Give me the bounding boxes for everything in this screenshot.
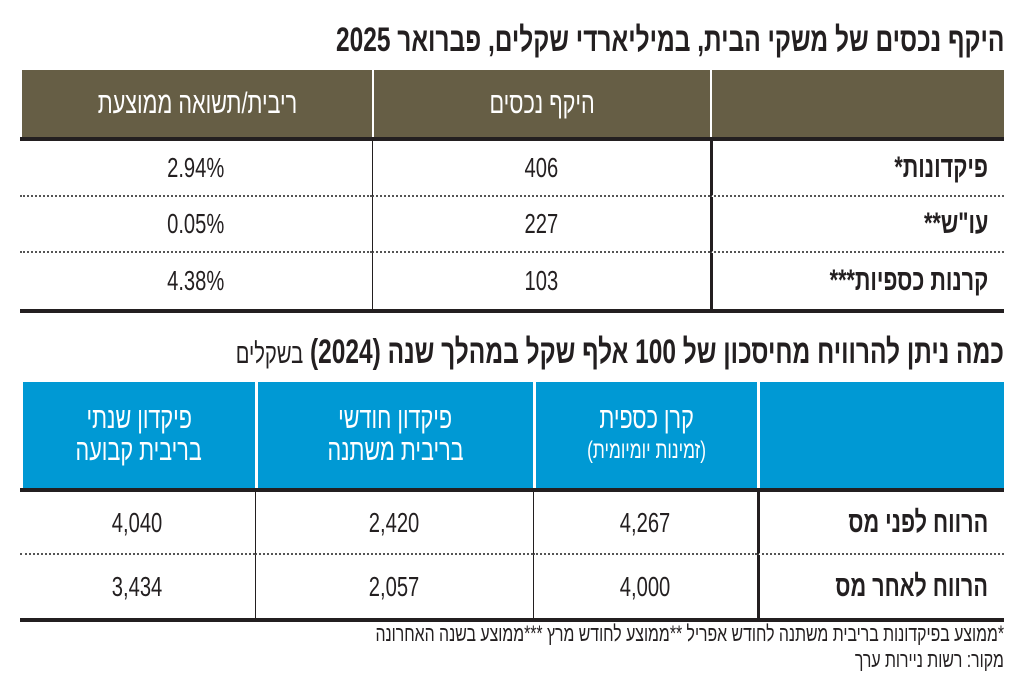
table1-title: היקף נכסים של משקי הבית, במיליארדי שקלים… <box>335 21 1004 59</box>
cell-value: 406 <box>372 141 710 197</box>
header-monthly-deposit: פיקדון חודשי בריבית משתנה <box>255 382 533 488</box>
row-label: הרווח לפני מס <box>757 492 1004 555</box>
table2-title: כמה ניתן להרוויח מחיסכון של 100 אלף שקל … <box>235 333 1004 371</box>
unit-label: בשקלים <box>235 338 304 369</box>
cell-value: 0.05% <box>20 197 372 253</box>
header-assets: היקף נכסים <box>372 70 710 137</box>
row-label: הרווח לאחר מס <box>757 555 1004 618</box>
cell-value: 2,420 <box>255 492 533 555</box>
header-annual-deposit: פיקדון שנתי בריבית קבועה <box>20 382 255 488</box>
cell-value: 2,057 <box>255 555 533 618</box>
cell-value: 2.94% <box>20 141 372 197</box>
cell-value: 4,267 <box>533 492 757 555</box>
divider <box>20 137 1004 141</box>
row-label: קרנות כספיות*** <box>710 253 1004 309</box>
cell-value: 103 <box>372 253 710 309</box>
divider <box>20 488 1004 492</box>
cell-value: 3,434 <box>112 570 163 602</box>
header-money-market: קרן כספית (זמינות יומיומית) <box>533 382 757 488</box>
header-empty <box>757 382 1004 488</box>
row-label: עו"ש** <box>710 197 1004 253</box>
source: מקור: רשות ניירות ערך <box>855 647 1004 672</box>
cell-value: 4.38% <box>167 265 225 296</box>
cell-value: 227 <box>372 197 710 253</box>
header-rate: ריבית/תשואה ממוצעת <box>20 70 372 137</box>
divider <box>20 309 1004 313</box>
divider <box>20 618 1004 622</box>
header-empty <box>710 70 1004 137</box>
cell-value: 4,040 <box>20 492 255 555</box>
footnote: *ממוצע בפיקדונות בריבית משתנה לחודש אפרי… <box>375 621 1004 646</box>
savings-table: קרן כספית (זמינות יומיומית) פיקדון חודשי ב… <box>20 382 1004 622</box>
assets-table: היקף נכסים ריבית/תשואה ממוצעת פיקדונות* … <box>20 70 1004 313</box>
cell-value: 4,000 <box>533 555 757 618</box>
row-label: פיקדונות* <box>710 141 1004 197</box>
